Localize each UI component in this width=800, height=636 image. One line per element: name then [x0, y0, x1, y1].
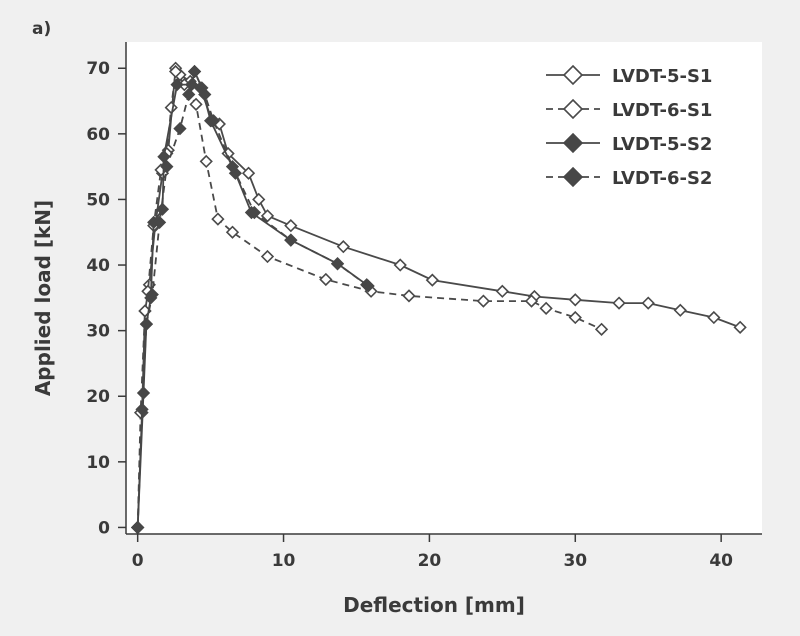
legend-label: LVDT-5-S2 [612, 134, 712, 155]
legend-label: LVDT-6-S2 [612, 168, 712, 189]
y-axis-label: Applied load [kN] [31, 200, 55, 396]
data-point [393, 258, 407, 272]
data-point [145, 287, 159, 302]
data-point [495, 284, 509, 298]
data-point [241, 166, 256, 180]
data-point [198, 87, 212, 102]
data-point [211, 212, 225, 226]
data-point [260, 249, 275, 264]
data-point [524, 294, 539, 308]
data-point [206, 114, 221, 128]
data-point [568, 293, 582, 307]
data-point [425, 273, 439, 287]
data-point [160, 160, 174, 174]
data-point [284, 233, 298, 247]
y-tick-label: 50 [86, 190, 110, 210]
y-tick-label: 20 [86, 387, 110, 407]
legend-marker [562, 132, 584, 154]
y-tick-label: 60 [86, 125, 110, 145]
data-point [189, 97, 203, 111]
x-axis-label: Deflection [mm] [343, 593, 525, 617]
legend: LVDT-5-S1 LVDT-6-S1 LVDT-5-S2 LVDT-6-S2 [546, 64, 712, 189]
data-point [187, 64, 202, 79]
data-point [641, 296, 655, 310]
data-point [733, 320, 747, 334]
data-point [168, 64, 183, 79]
data-point [539, 301, 553, 315]
data-point [330, 257, 345, 271]
data-point [135, 402, 149, 416]
data-point [284, 219, 298, 233]
series-lvdt-6-s2 [131, 64, 375, 535]
data-point [707, 310, 721, 325]
plot-area [126, 42, 762, 534]
legend-item: LVDT-5-S1 [546, 64, 712, 87]
data-point [170, 78, 184, 92]
data-point [225, 160, 240, 174]
panel-label: a) [32, 19, 51, 39]
chart-marks [131, 61, 747, 535]
x-tick-label: 40 [709, 551, 733, 571]
data-point [152, 215, 167, 230]
data-point [361, 279, 375, 293]
legend-item: LVDT-6-S1 [546, 98, 712, 121]
data-point [225, 225, 240, 239]
data-point [173, 121, 187, 136]
data-point [260, 209, 275, 223]
x-tick-label: 30 [563, 551, 587, 571]
data-point [252, 192, 266, 207]
x-tick-label: 20 [418, 551, 442, 571]
data-point [476, 294, 491, 308]
data-point [247, 205, 261, 220]
legend-label: LVDT-5-S1 [612, 66, 712, 87]
legend-item: LVDT-5-S2 [546, 132, 712, 155]
axis-ticks: 0 10 20 30 40 0 10 20 30 40 50 60 70 [86, 59, 733, 571]
data-point [402, 289, 416, 303]
data-point [319, 272, 333, 287]
data-point [336, 240, 350, 254]
legend-marker [562, 64, 584, 86]
x-tick-label: 0 [132, 551, 144, 571]
data-point [673, 303, 687, 317]
y-tick-label: 0 [98, 518, 110, 538]
y-tick-label: 70 [86, 59, 110, 79]
data-point [131, 520, 145, 535]
series-line [136, 68, 369, 528]
y-tick-label: 10 [86, 453, 110, 473]
legend-marker [562, 166, 584, 188]
y-tick-label: 40 [86, 256, 110, 276]
x-tick-label: 10 [272, 551, 296, 571]
data-point [594, 322, 609, 336]
data-point [612, 296, 626, 310]
data-point [155, 202, 170, 216]
data-point [157, 150, 171, 164]
legend-label: LVDT-6-S1 [612, 100, 712, 121]
y-tick-label: 30 [86, 322, 110, 342]
data-point [568, 310, 582, 325]
data-point [182, 87, 196, 102]
legend-marker [562, 98, 584, 120]
data-point [139, 317, 154, 331]
data-point [199, 154, 213, 169]
legend-item: LVDT-6-S2 [546, 166, 712, 189]
